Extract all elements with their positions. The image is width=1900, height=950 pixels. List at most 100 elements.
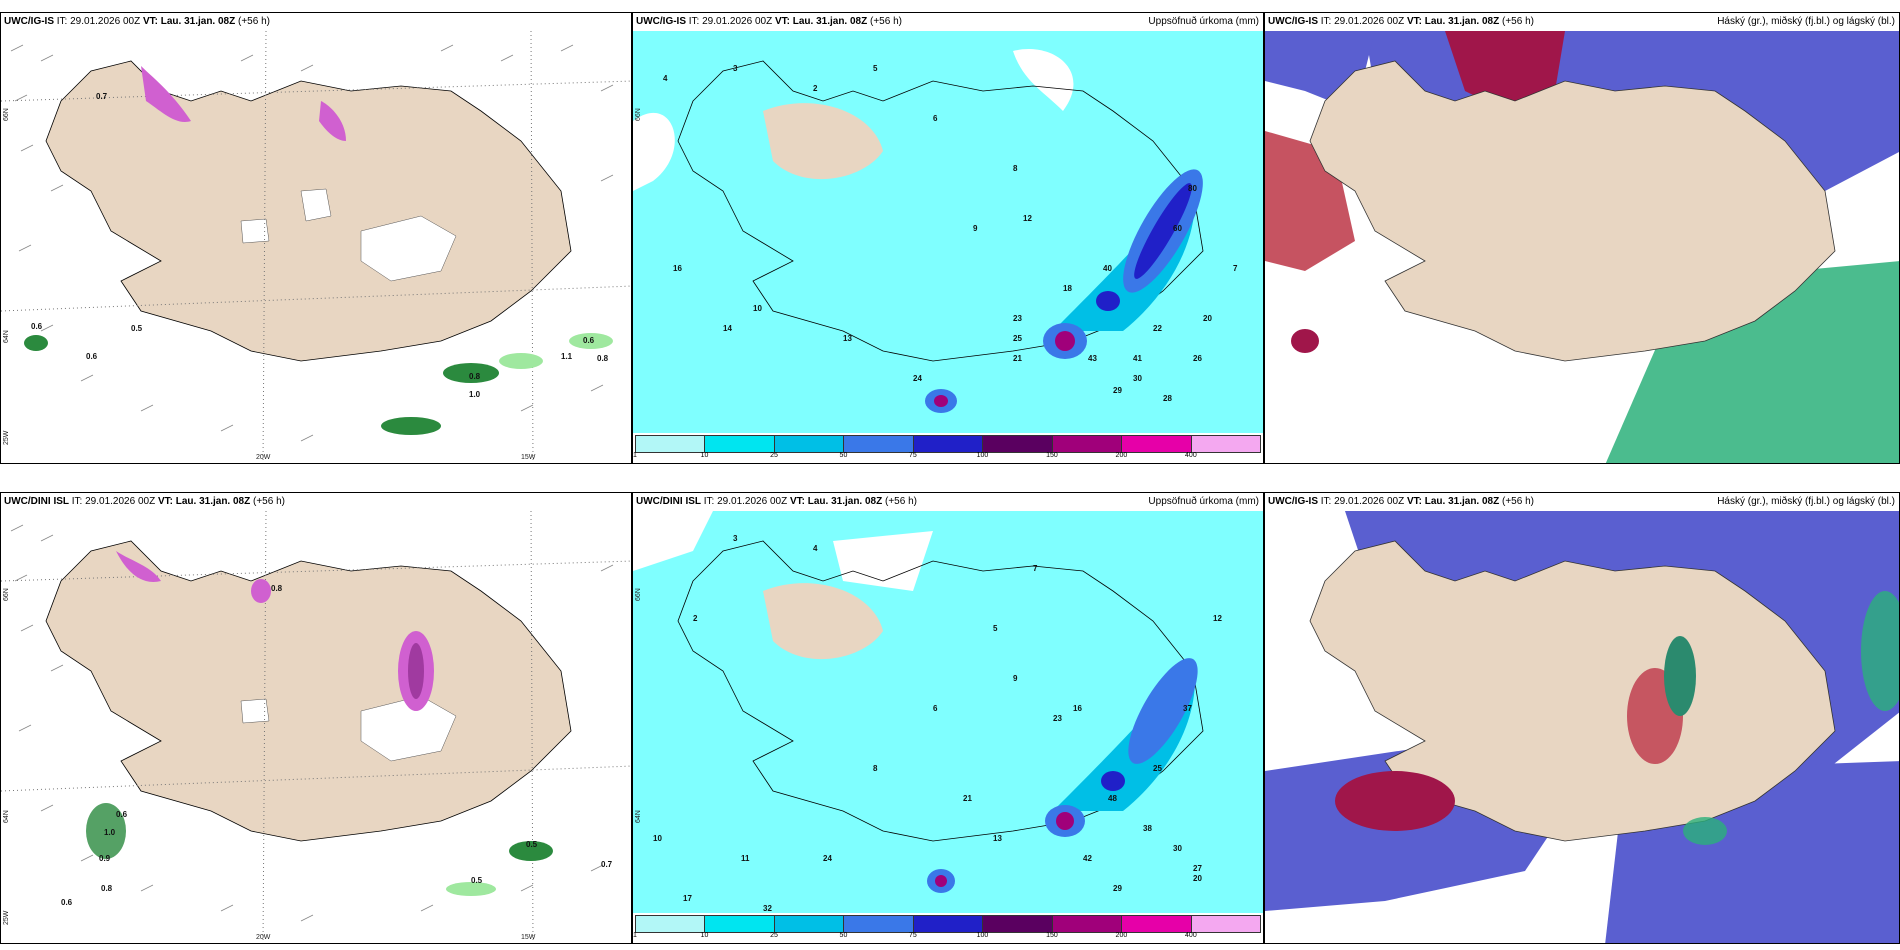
value-label: 80 — [1188, 184, 1197, 193]
value-label: 1.0 — [104, 828, 116, 837]
value-label: 0.6 — [583, 336, 595, 345]
valid-time-label: VT: — [1406, 16, 1422, 27]
panel-header: UWC/IG-IS IT: 29.01.2026 00Z VT: Lau. 31… — [1, 13, 631, 31]
lat-label-66n: 66N — [3, 588, 10, 601]
value-label: 28 — [1163, 394, 1172, 403]
value-label: 0.6 — [31, 322, 43, 331]
value-label: 41 — [1133, 354, 1142, 363]
valid-time-label: VT: — [142, 16, 158, 27]
value-label: 13 — [993, 834, 1002, 843]
lon-label-20w: 20W — [256, 934, 271, 941]
map-canvas — [633, 31, 1263, 435]
value-label: 16 — [673, 264, 682, 273]
value-label: 0.8 — [597, 354, 609, 363]
model-name: UWC/IG-IS — [4, 16, 54, 27]
panel-header: UWC/IG-IS IT: 29.01.2026 00Z VT: Lau. 31… — [1265, 13, 1899, 31]
map-canvas — [1, 31, 631, 463]
value-label: 8 — [1013, 164, 1018, 173]
legend-tick: 100 — [976, 932, 989, 939]
lead-time: (+56 h) — [870, 16, 902, 27]
value-label: 8 — [873, 764, 878, 773]
value-label: 3 — [733, 534, 738, 543]
model-name: UWC/DINI ISL — [4, 496, 69, 507]
value-label: 13 — [843, 334, 852, 343]
value-label: 25 — [1153, 764, 1162, 773]
map-canvas — [1, 511, 631, 943]
legend-tick: 400 — [1185, 932, 1197, 939]
map-canvas — [1265, 31, 1899, 463]
legend-tick: 75 — [909, 932, 917, 939]
value-label: 7 — [1033, 564, 1038, 573]
legend-tick: 10 — [700, 932, 709, 939]
map-canvas — [633, 511, 1263, 915]
lat-label-25w: 25W — [3, 430, 10, 445]
value-label: 42 — [1083, 854, 1092, 863]
value-label: 12 — [1023, 214, 1032, 223]
value-label: 27 — [1193, 864, 1202, 873]
lat-label-64n: 64N — [3, 810, 10, 823]
value-label: 2 — [813, 84, 818, 93]
value-label: 20 — [1203, 314, 1212, 323]
init-time: IT: 29.01.2026 00Z — [71, 496, 156, 507]
value-label: 60 — [1173, 224, 1182, 233]
init-time: IT: 29.01.2026 00Z — [1320, 16, 1405, 27]
value-label: 37 — [1183, 704, 1192, 713]
value-label: 7 — [1233, 264, 1238, 273]
valid-time: Lau. 31.jan. 08Z — [792, 16, 868, 27]
panel-accum-precip-igis: UWC/IG-IS IT: 29.01.2026 00Z VT: Lau. 31… — [632, 12, 1264, 464]
lon-label-20w: 20W — [256, 454, 271, 461]
model-name: UWC/DINI ISL — [636, 496, 701, 507]
value-label: 6 — [933, 704, 938, 713]
value-label: 10 — [653, 834, 662, 843]
legend-tick: 1 — [633, 932, 637, 939]
value-label: 30 — [1173, 844, 1182, 853]
lon-label-15w: 15W — [521, 454, 536, 461]
value-label: 24 — [913, 374, 922, 383]
value-label: 21 — [963, 794, 972, 803]
value-label: 23 — [1013, 314, 1022, 323]
lead-time: (+56 h) — [238, 16, 270, 27]
value-label: 0.6 — [61, 898, 73, 907]
lat-label-66n: 66N — [635, 108, 642, 121]
precip-legend: 1 10 25 50 75 100 150 200 400 — [633, 433, 1263, 463]
lat-label-25w: 25W — [3, 910, 10, 925]
valid-time-label: VT: — [789, 496, 805, 507]
valid-time: Lau. 31.jan. 08Z — [160, 16, 236, 27]
legend-tick: 50 — [839, 452, 848, 459]
model-name: UWC/IG-IS — [1268, 16, 1318, 27]
lead-time: (+56 h) — [1502, 496, 1534, 507]
lat-label-66n: 66N — [3, 108, 10, 121]
panel-header: UWC/DINI ISL IT: 29.01.2026 00Z VT: Lau.… — [633, 493, 1263, 511]
value-label: 0.8 — [271, 584, 283, 593]
value-label: 25 — [1013, 334, 1022, 343]
value-label: 0.5 — [471, 876, 483, 885]
map-canvas — [1265, 511, 1899, 943]
init-time: IT: 29.01.2026 00Z — [703, 496, 788, 507]
valid-time-label: VT: — [157, 496, 173, 507]
value-label: 29 — [1113, 884, 1122, 893]
value-label: 9 — [973, 224, 978, 233]
value-label: 38 — [1143, 824, 1152, 833]
value-label: 0.7 — [601, 860, 613, 869]
value-label: 32 — [763, 904, 772, 913]
panel-accum-precip-dini: UWC/DINI ISL IT: 29.01.2026 00Z VT: Lau.… — [632, 492, 1264, 944]
model-name: UWC/IG-IS — [1268, 496, 1318, 507]
value-label: 1.0 — [469, 390, 481, 399]
value-label: 3 — [733, 64, 738, 73]
lon-label-15w: 15W — [521, 934, 536, 941]
legend-colorbar — [635, 435, 1261, 453]
panel-header: UWC/IG-IS IT: 29.01.2026 00Z VT: Lau. 31… — [633, 13, 1263, 31]
value-label: 40 — [1103, 264, 1112, 273]
legend-tick: 400 — [1185, 452, 1197, 459]
value-layer: 0.7 0.6 0.5 0.6 0.8 1.0 0.6 0.8 1.1 — [31, 92, 609, 399]
value-label: 4 — [663, 74, 668, 83]
value-label: 22 — [1153, 324, 1162, 333]
value-label: 11 — [741, 854, 750, 863]
init-time: IT: 29.01.2026 00Z — [1320, 496, 1405, 507]
lead-time: (+56 h) — [1502, 16, 1534, 27]
legend-tick: 150 — [1046, 452, 1058, 459]
value-label: 16 — [1073, 704, 1082, 713]
model-name: UWC/IG-IS — [636, 16, 686, 27]
value-label: 26 — [1193, 354, 1202, 363]
init-time: IT: 29.01.2026 00Z — [56, 16, 141, 27]
